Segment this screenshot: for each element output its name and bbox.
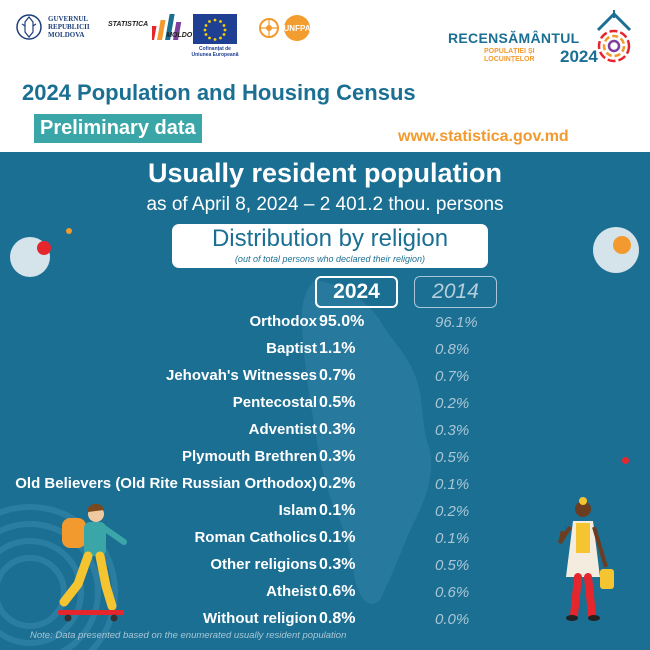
religion-label: Adventist	[248, 421, 317, 438]
table-row: Other religions 0.3% 0.5%	[0, 556, 650, 582]
distribution-title: Distribution by religion	[211, 225, 449, 252]
distribution-note: (out of total persons who declared their…	[234, 254, 426, 264]
value-2014: 0.8%	[435, 341, 470, 358]
value-2024: 0.3%	[319, 421, 356, 438]
woman-with-phone-illustration	[558, 497, 614, 621]
distribution-title-box: Distribution by religion (out of total p…	[172, 224, 488, 268]
website-link[interactable]: www.statistica.gov.md	[398, 128, 569, 145]
value-2024: 0.1%	[319, 502, 356, 519]
religion-label: Roman Catholics	[194, 529, 317, 546]
moldova-map-icon	[301, 280, 432, 604]
value-2024: 95.0%	[319, 313, 365, 330]
table-row: Orthodox 95.0% 96.1%	[0, 313, 650, 339]
religion-label: Islam	[278, 502, 317, 519]
table-row: Old Believers (Old Rite Russian Orthodox…	[0, 475, 650, 501]
table-row: Adventist 0.3% 0.3%	[0, 421, 650, 447]
religion-label: Jehovah's Witnesses	[166, 367, 317, 384]
census-logo-sub1: POPULAȚIEI ȘI	[484, 48, 535, 55]
content-panel: Usually resident population as of April …	[0, 152, 650, 650]
table-row: Plymouth Brethren 0.3% 0.5%	[0, 448, 650, 474]
eu-caption-line1: Cofinanțat de	[199, 46, 231, 52]
table-row: Islam 0.1% 0.2%	[0, 502, 650, 528]
value-2014: 0.1%	[435, 530, 470, 547]
footnote: Note: Data presented based on the enumer…	[30, 630, 347, 641]
eu-caption-line2: Uniunea Europeană	[191, 52, 239, 58]
bar-logo-icon	[152, 14, 182, 40]
religion-label: Atheist	[266, 583, 317, 600]
value-2014: 0.1%	[435, 476, 470, 493]
religion-label: Other religions	[210, 556, 317, 573]
census-logo: RECENSĂMÂNTUL POPULAȚIEI ȘI LOCUINȚELOR …	[448, 8, 638, 68]
government-logo: GUVERNUL REPUBLICII MOLDOVA	[16, 12, 90, 42]
value-2024: 0.5%	[319, 394, 356, 411]
value-2024: 0.2%	[319, 475, 356, 492]
eu-flag-icon	[193, 14, 237, 44]
column-header-2014: 2014	[414, 276, 497, 308]
gov-text-line1: GUVERNUL	[48, 15, 89, 23]
table-row: Baptist 1.1% 0.8%	[0, 340, 650, 366]
table-row: Atheist 0.6% 0.6%	[0, 583, 650, 609]
value-2014: 0.5%	[435, 557, 470, 574]
value-2014: 0.3%	[435, 422, 470, 439]
religion-label: Baptist	[266, 340, 317, 357]
concentric-arcs-decoration	[0, 504, 118, 650]
un-logos: UNFPA	[258, 15, 310, 41]
deco-dot-red-right	[622, 457, 629, 464]
section-heading: Usually resident population	[147, 158, 503, 188]
religion-label: Without religion	[202, 610, 317, 627]
gov-text-line3: MOLDOVA	[48, 31, 85, 39]
preliminary-badge: Preliminary data	[34, 114, 202, 143]
value-2024: 0.3%	[319, 556, 356, 573]
table-row: Without religion 0.8% 0.0%	[0, 610, 650, 636]
value-2024: 0.1%	[319, 529, 356, 546]
religion-label: Pentecostal	[232, 394, 317, 411]
value-2024: 0.6%	[319, 583, 356, 600]
value-2014: 0.2%	[435, 503, 470, 520]
table-row: Jehovah's Witnesses 0.7% 0.7%	[0, 367, 650, 393]
value-2024: 1.1%	[319, 340, 356, 357]
statistica-logo: STATISTICA MOLDOVEI	[108, 12, 204, 42]
value-2014: 0.2%	[435, 395, 470, 412]
page-title: 2024 Population and Housing Census	[22, 80, 416, 105]
religion-label: Old Believers (Old Rite Russian Orthodox…	[15, 475, 317, 492]
table-row: Pentecostal 0.5% 0.2%	[0, 394, 650, 420]
value-2024: 0.3%	[319, 448, 356, 465]
gov-text-line2: REPUBLICII	[48, 23, 90, 31]
census-logo-year: 2024	[560, 47, 598, 66]
table-row: Roman Catholics 0.1% 0.1%	[0, 529, 650, 555]
value-2024: 0.8%	[319, 610, 356, 627]
deco-dot-orange-right	[613, 236, 631, 254]
deco-dot-red-left	[37, 241, 51, 255]
unfpa-logo: UNFPA	[284, 15, 310, 41]
value-2014: 0.0%	[435, 611, 470, 628]
deco-dot-orange-small	[66, 228, 72, 234]
value-2014: 0.6%	[435, 584, 470, 601]
value-2014: 0.5%	[435, 449, 470, 466]
religion-label: Plymouth Brethren	[181, 448, 317, 465]
house-swirl-icon	[596, 10, 632, 63]
value-2014: 96.1%	[435, 314, 478, 331]
census-logo-sub2: LOCUINȚELOR	[484, 56, 535, 63]
eu-logo: Cofinanțat de Uniunea Europeană	[190, 14, 240, 58]
section-subheading: as of April 8, 2024 – 2 401.2 thou. pers…	[146, 194, 504, 215]
column-header-2024: 2024	[315, 276, 398, 308]
religion-label: Orthodox	[249, 313, 318, 330]
coat-of-arms-icon	[16, 14, 42, 40]
census-logo-word: RECENSĂMÂNTUL	[448, 30, 580, 46]
un-emblem-icon	[259, 18, 279, 38]
stat-text-line1: STATISTICA	[108, 20, 149, 28]
value-2014: 0.7%	[435, 368, 470, 385]
value-2024: 0.7%	[319, 367, 356, 384]
skateboarder-illustration	[58, 503, 127, 622]
stat-text-line2: MOLDOVEI	[166, 31, 204, 39]
header: GUVERNUL REPUBLICII MOLDOVA STATISTICA M…	[0, 0, 650, 152]
